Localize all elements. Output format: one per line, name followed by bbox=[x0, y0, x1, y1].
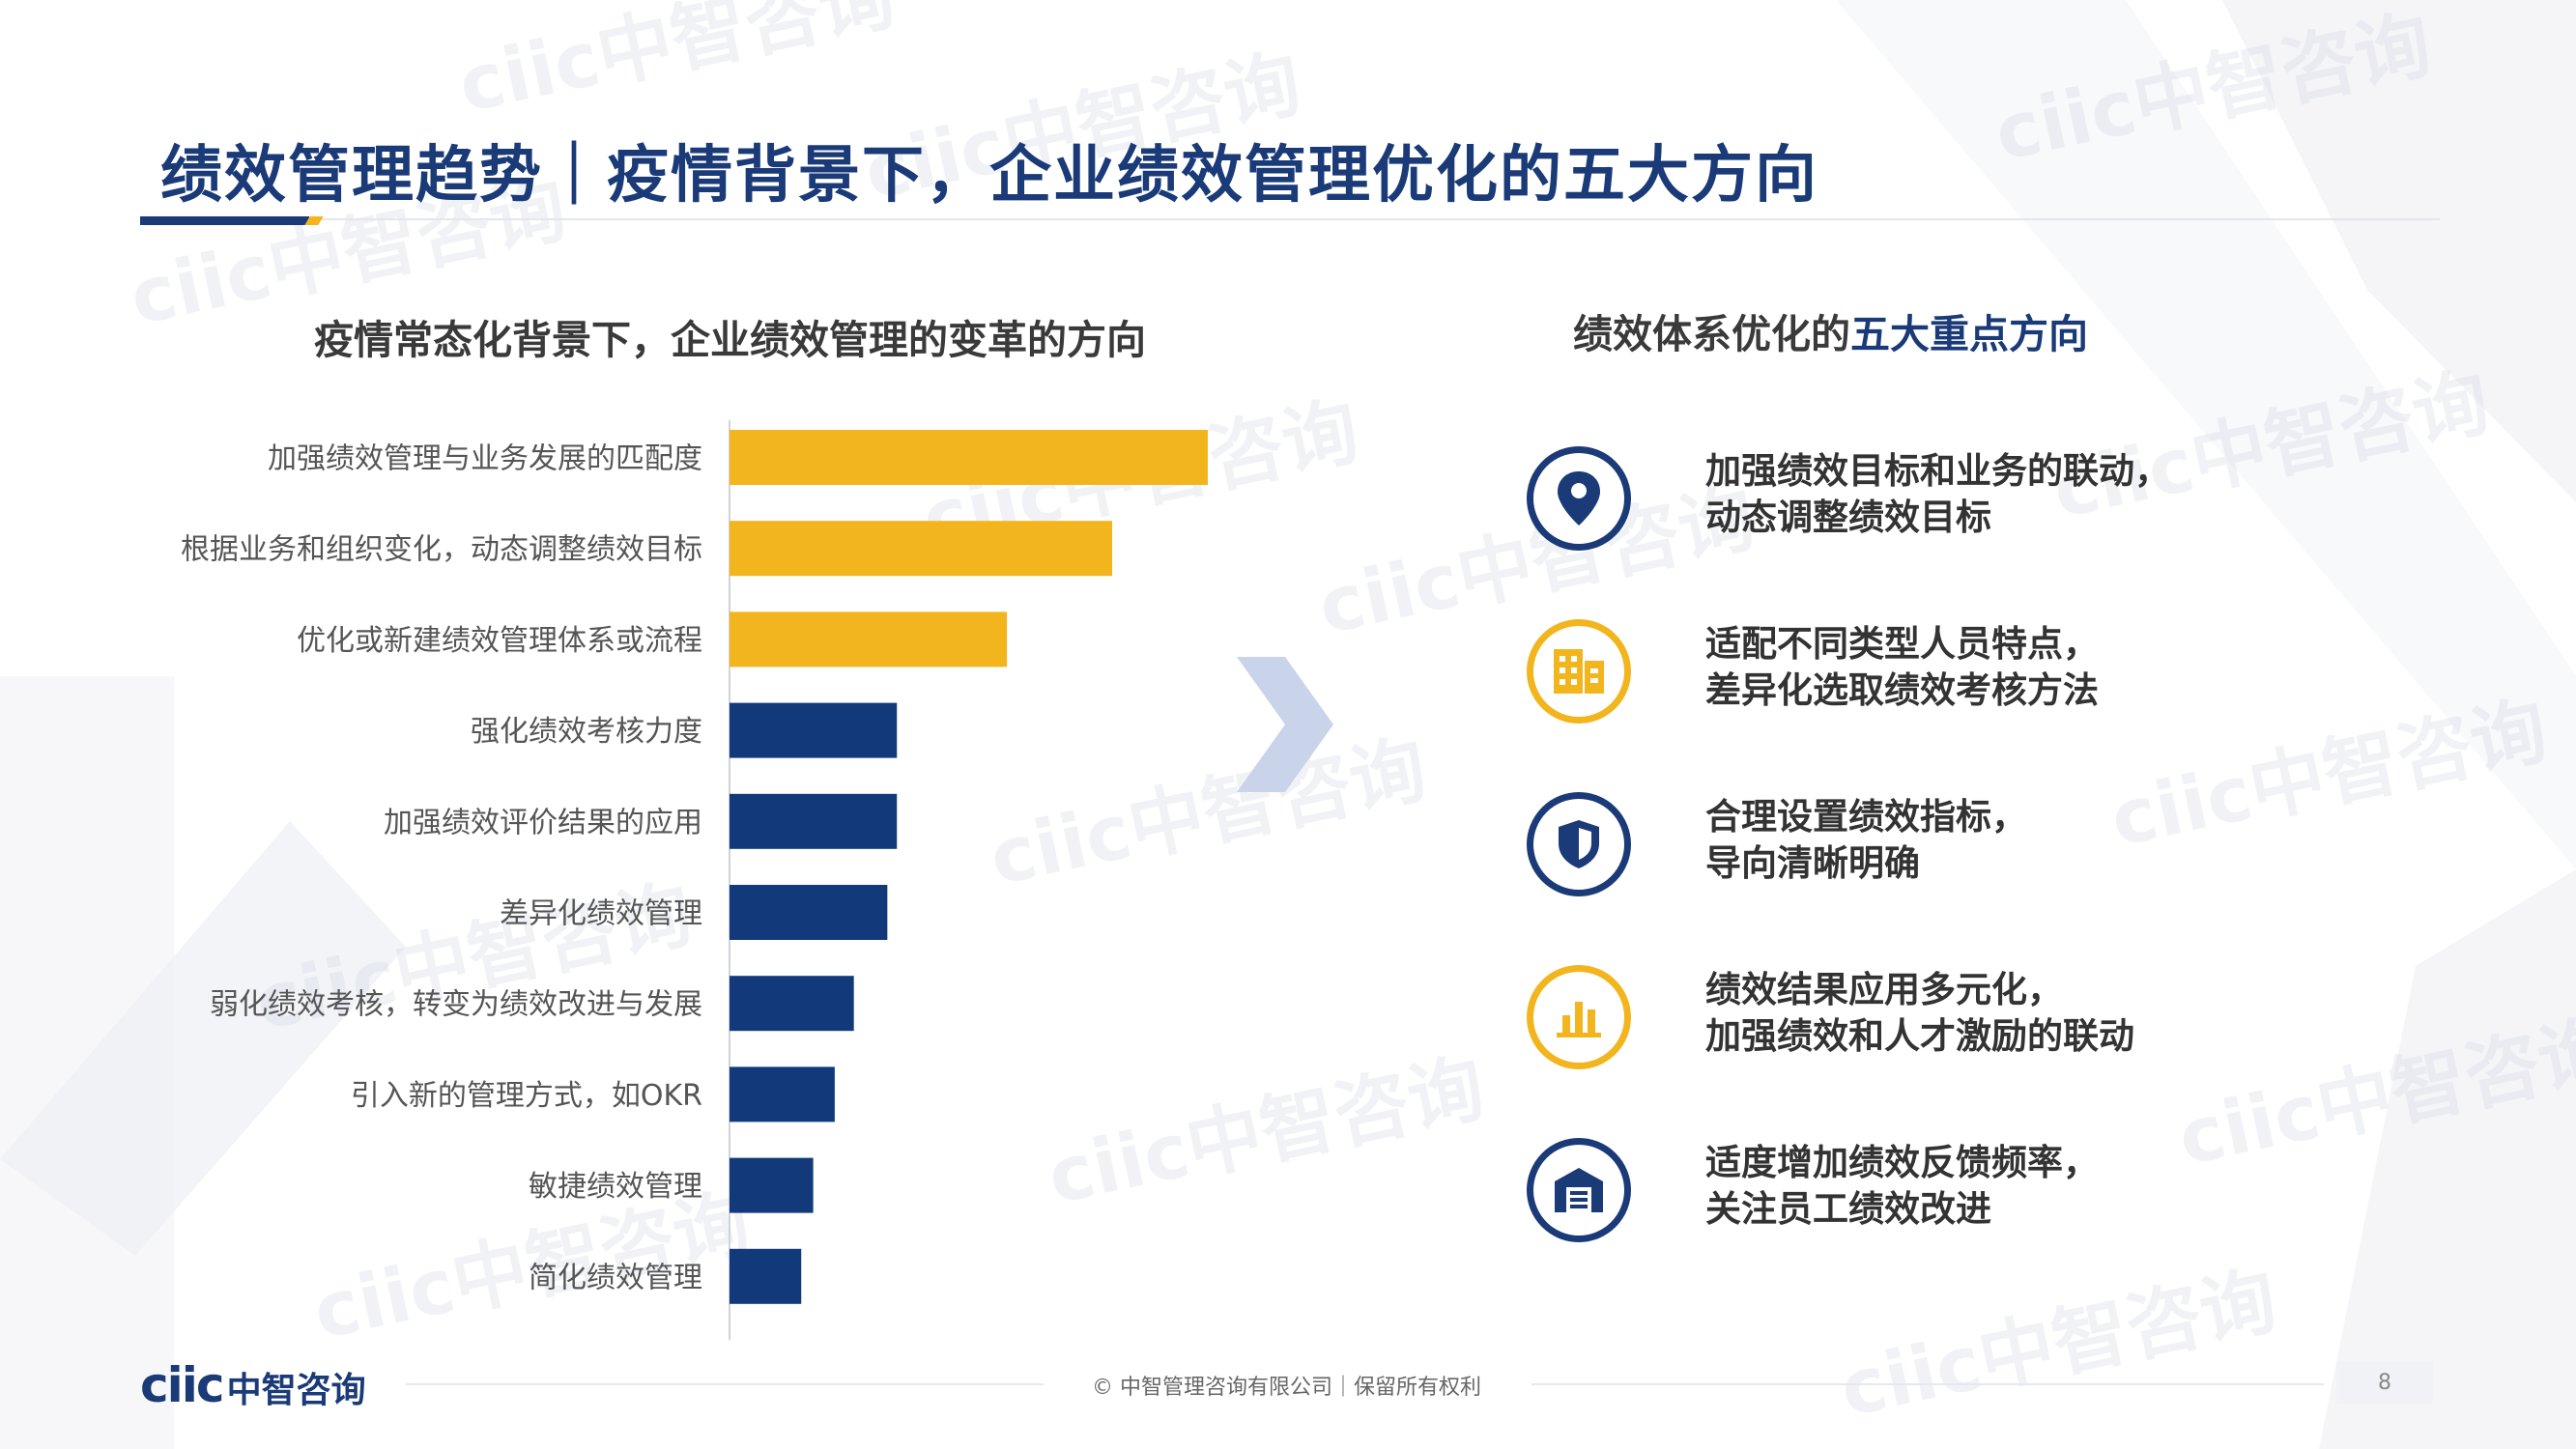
item-icon-circle bbox=[1527, 446, 1631, 551]
focus-title-prefix: 绩效体系优化的 bbox=[1573, 311, 1850, 357]
item-icon-circle bbox=[1527, 965, 1631, 1069]
focus-title-highlight: 五大重点方向 bbox=[1850, 311, 2088, 357]
chart-bar bbox=[730, 611, 1008, 668]
chart-bar bbox=[730, 885, 888, 940]
item-line-1: 加强绩效目标和业务的联动， bbox=[1705, 450, 2170, 492]
chart-title: 疫情常态化背景下，企业绩效管理的变革的方向 bbox=[314, 317, 1146, 363]
item-line-2: 差异化选取绩效考核方法 bbox=[1705, 669, 2099, 711]
title-divider bbox=[140, 218, 2440, 220]
chart-bar bbox=[730, 1066, 835, 1122]
item-text: 适度增加绩效反馈频率， 关注员工绩效改进 bbox=[1705, 1140, 2099, 1233]
item-text: 加强绩效目标和业务的联动， 动态调整绩效目标 bbox=[1705, 448, 2170, 541]
item-line-2: 动态调整绩效目标 bbox=[1705, 497, 1991, 538]
item-text: 适配不同类型人员特点， 差异化选取绩效考核方法 bbox=[1705, 621, 2099, 714]
shield-icon bbox=[1559, 820, 1599, 868]
focus-directions-title: 绩效体系优化的五大重点方向 bbox=[1573, 301, 2088, 359]
chart-bar bbox=[730, 430, 1208, 485]
chart-bar bbox=[730, 702, 898, 758]
category-label: 弱化绩效考核，转变为绩效改进与发展 bbox=[210, 988, 702, 1022]
category-label: 强化绩效考核力度 bbox=[471, 715, 702, 749]
page-number: 8 bbox=[2336, 1362, 2433, 1405]
location-pin-icon bbox=[1558, 471, 1600, 526]
bar-chart-icon bbox=[1557, 1002, 1601, 1037]
item-line-2: 关注员工绩效改进 bbox=[1705, 1188, 1991, 1230]
category-label: 差异化绩效管理 bbox=[500, 897, 702, 931]
item-line-1: 绩效结果应用多元化， bbox=[1705, 969, 2063, 1010]
focus-item: 适配不同类型人员特点， 差异化选取绩效考核方法 bbox=[1527, 619, 2493, 735]
logo-text: ciic bbox=[140, 1357, 225, 1413]
chart-bar bbox=[730, 793, 898, 849]
chart-bar bbox=[730, 521, 1112, 577]
page-title: 绩效管理趋势｜疫情背景下，企业绩效管理优化的五大方向 bbox=[160, 140, 1818, 212]
title-accent-bar bbox=[140, 216, 309, 225]
item-text: 合理设置绩效指标， 导向清晰明确 bbox=[1705, 794, 2027, 887]
chart-bar bbox=[730, 1248, 802, 1304]
building-icon bbox=[1554, 649, 1604, 694]
item-line-1: 合理设置绩效指标， bbox=[1705, 796, 2027, 838]
item-line-1: 适度增加绩效反馈频率， bbox=[1705, 1142, 2099, 1183]
focus-item: 适度增加绩效反馈频率， 关注员工绩效改进 bbox=[1527, 1138, 2493, 1254]
chart-bar bbox=[730, 1157, 814, 1213]
category-label: 加强绩效管理与业务发展的匹配度 bbox=[268, 442, 702, 476]
chevron-right-icon bbox=[1237, 657, 1333, 792]
footer-divider-left bbox=[406, 1383, 1044, 1385]
category-label: 敏捷绩效管理 bbox=[529, 1170, 702, 1204]
company-logo: ciic 中智咨询 bbox=[140, 1357, 366, 1413]
focus-item: 合理设置绩效指标， 导向清晰明确 bbox=[1527, 792, 2493, 908]
item-icon-circle bbox=[1527, 619, 1631, 724]
footer-divider-right bbox=[1531, 1383, 2324, 1385]
item-icon-circle bbox=[1527, 1138, 1631, 1242]
category-label: 优化或新建绩效管理体系或流程 bbox=[297, 624, 702, 658]
item-line-2: 导向清晰明确 bbox=[1705, 842, 1920, 884]
category-label: 加强绩效评价结果的应用 bbox=[384, 806, 702, 839]
warehouse-icon bbox=[1555, 1168, 1603, 1212]
item-line-2: 加强绩效和人才激励的联动 bbox=[1705, 1015, 2134, 1057]
item-line-1: 适配不同类型人员特点， bbox=[1705, 623, 2099, 665]
item-text: 绩效结果应用多元化， 加强绩效和人才激励的联动 bbox=[1705, 967, 2134, 1060]
chart-bar bbox=[730, 976, 854, 1032]
item-icon-circle bbox=[1527, 792, 1631, 896]
focus-item: 加强绩效目标和业务的联动， 动态调整绩效目标 bbox=[1527, 446, 2493, 562]
category-label: 简化绩效管理 bbox=[529, 1261, 702, 1294]
category-label: 根据业务和组织变化，动态调整绩效目标 bbox=[181, 533, 702, 567]
focus-item: 绩效结果应用多元化， 加强绩效和人才激励的联动 bbox=[1527, 965, 2493, 1081]
copyright-text: © 中智管理咨询有限公司｜保留所有权利 bbox=[1092, 1376, 1481, 1400]
bar-chart: 加强绩效管理与业务发展的匹配度根据业务和组织变化，动态调整绩效目标优化或新建绩效… bbox=[181, 420, 1208, 1340]
category-label: 引入新的管理方式，如OKR bbox=[351, 1079, 702, 1113]
logo-cn: 中智咨询 bbox=[226, 1371, 366, 1410]
